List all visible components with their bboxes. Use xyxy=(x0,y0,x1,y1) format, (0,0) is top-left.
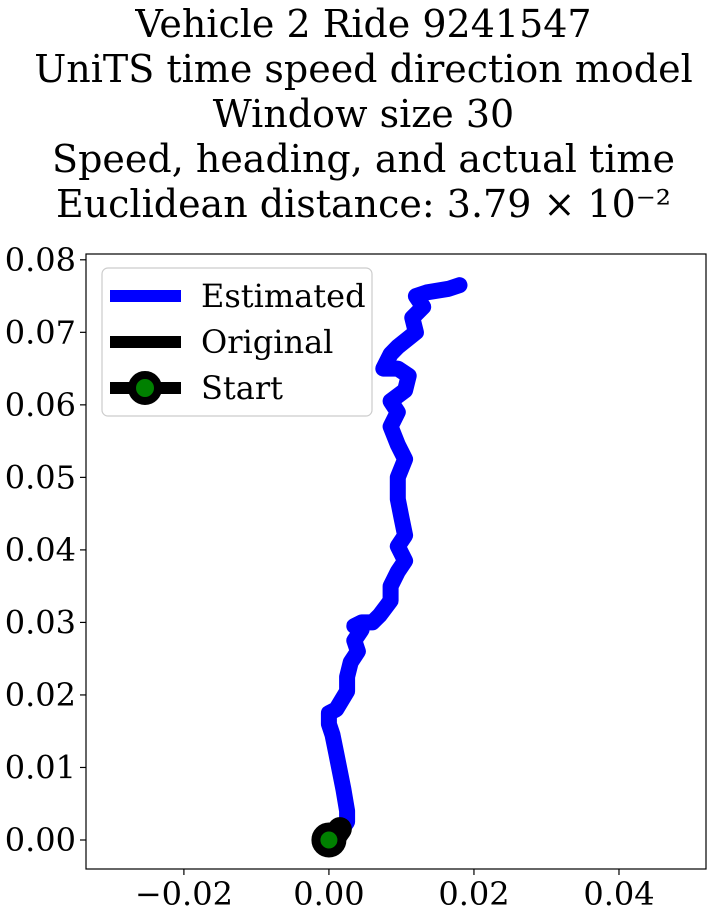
x-tick-label: 0.04 xyxy=(583,875,654,913)
y-tick-label: 0.03 xyxy=(5,603,76,641)
x-tick-label: 0.00 xyxy=(293,875,364,913)
series-layer xyxy=(311,277,468,858)
x-tick-label: −0.02 xyxy=(135,875,233,913)
y-tick-label: 0.06 xyxy=(5,386,76,424)
y-tick-label: 0.05 xyxy=(5,458,76,496)
x-axis: −0.02 0.00 0.02 0.04 xyxy=(135,869,655,913)
y-tick-label: 0.01 xyxy=(5,748,76,786)
chart-title: Vehicle 2 Ride 9241547 UniTS time speed … xyxy=(0,2,727,227)
y-tick-label: 0.04 xyxy=(5,531,76,569)
legend-start-marker xyxy=(128,371,162,405)
legend-original-label: Original xyxy=(201,323,333,361)
y-axis: 0.00 0.01 0.02 0.03 0.04 0.05 0.06 0.07 0.08 xyxy=(5,241,86,859)
y-tick-label: 0.00 xyxy=(5,821,76,859)
start-marker xyxy=(311,822,347,858)
title-line-4: Speed, heading, and actual time xyxy=(52,137,675,181)
y-tick-label: 0.02 xyxy=(5,676,76,714)
y-tick-label: 0.08 xyxy=(5,241,76,279)
legend-estimated-label: Estimated xyxy=(201,277,366,315)
y-tick-label: 0.07 xyxy=(5,313,76,351)
estimated-series-line xyxy=(320,277,468,848)
title-line-3: Window size 30 xyxy=(212,92,515,136)
legend-box xyxy=(101,267,373,417)
plot-frame xyxy=(85,253,707,870)
legend-start-label: Start xyxy=(201,369,283,407)
title-line-5: Euclidean distance: 3.79 × 10⁻² xyxy=(55,182,672,226)
title-line-2: UniTS time speed direction model xyxy=(34,47,693,91)
x-tick-label: 0.02 xyxy=(438,875,509,913)
title-line-1: Vehicle 2 Ride 9241547 xyxy=(135,2,592,46)
legend: Estimated Original Start xyxy=(101,267,373,417)
